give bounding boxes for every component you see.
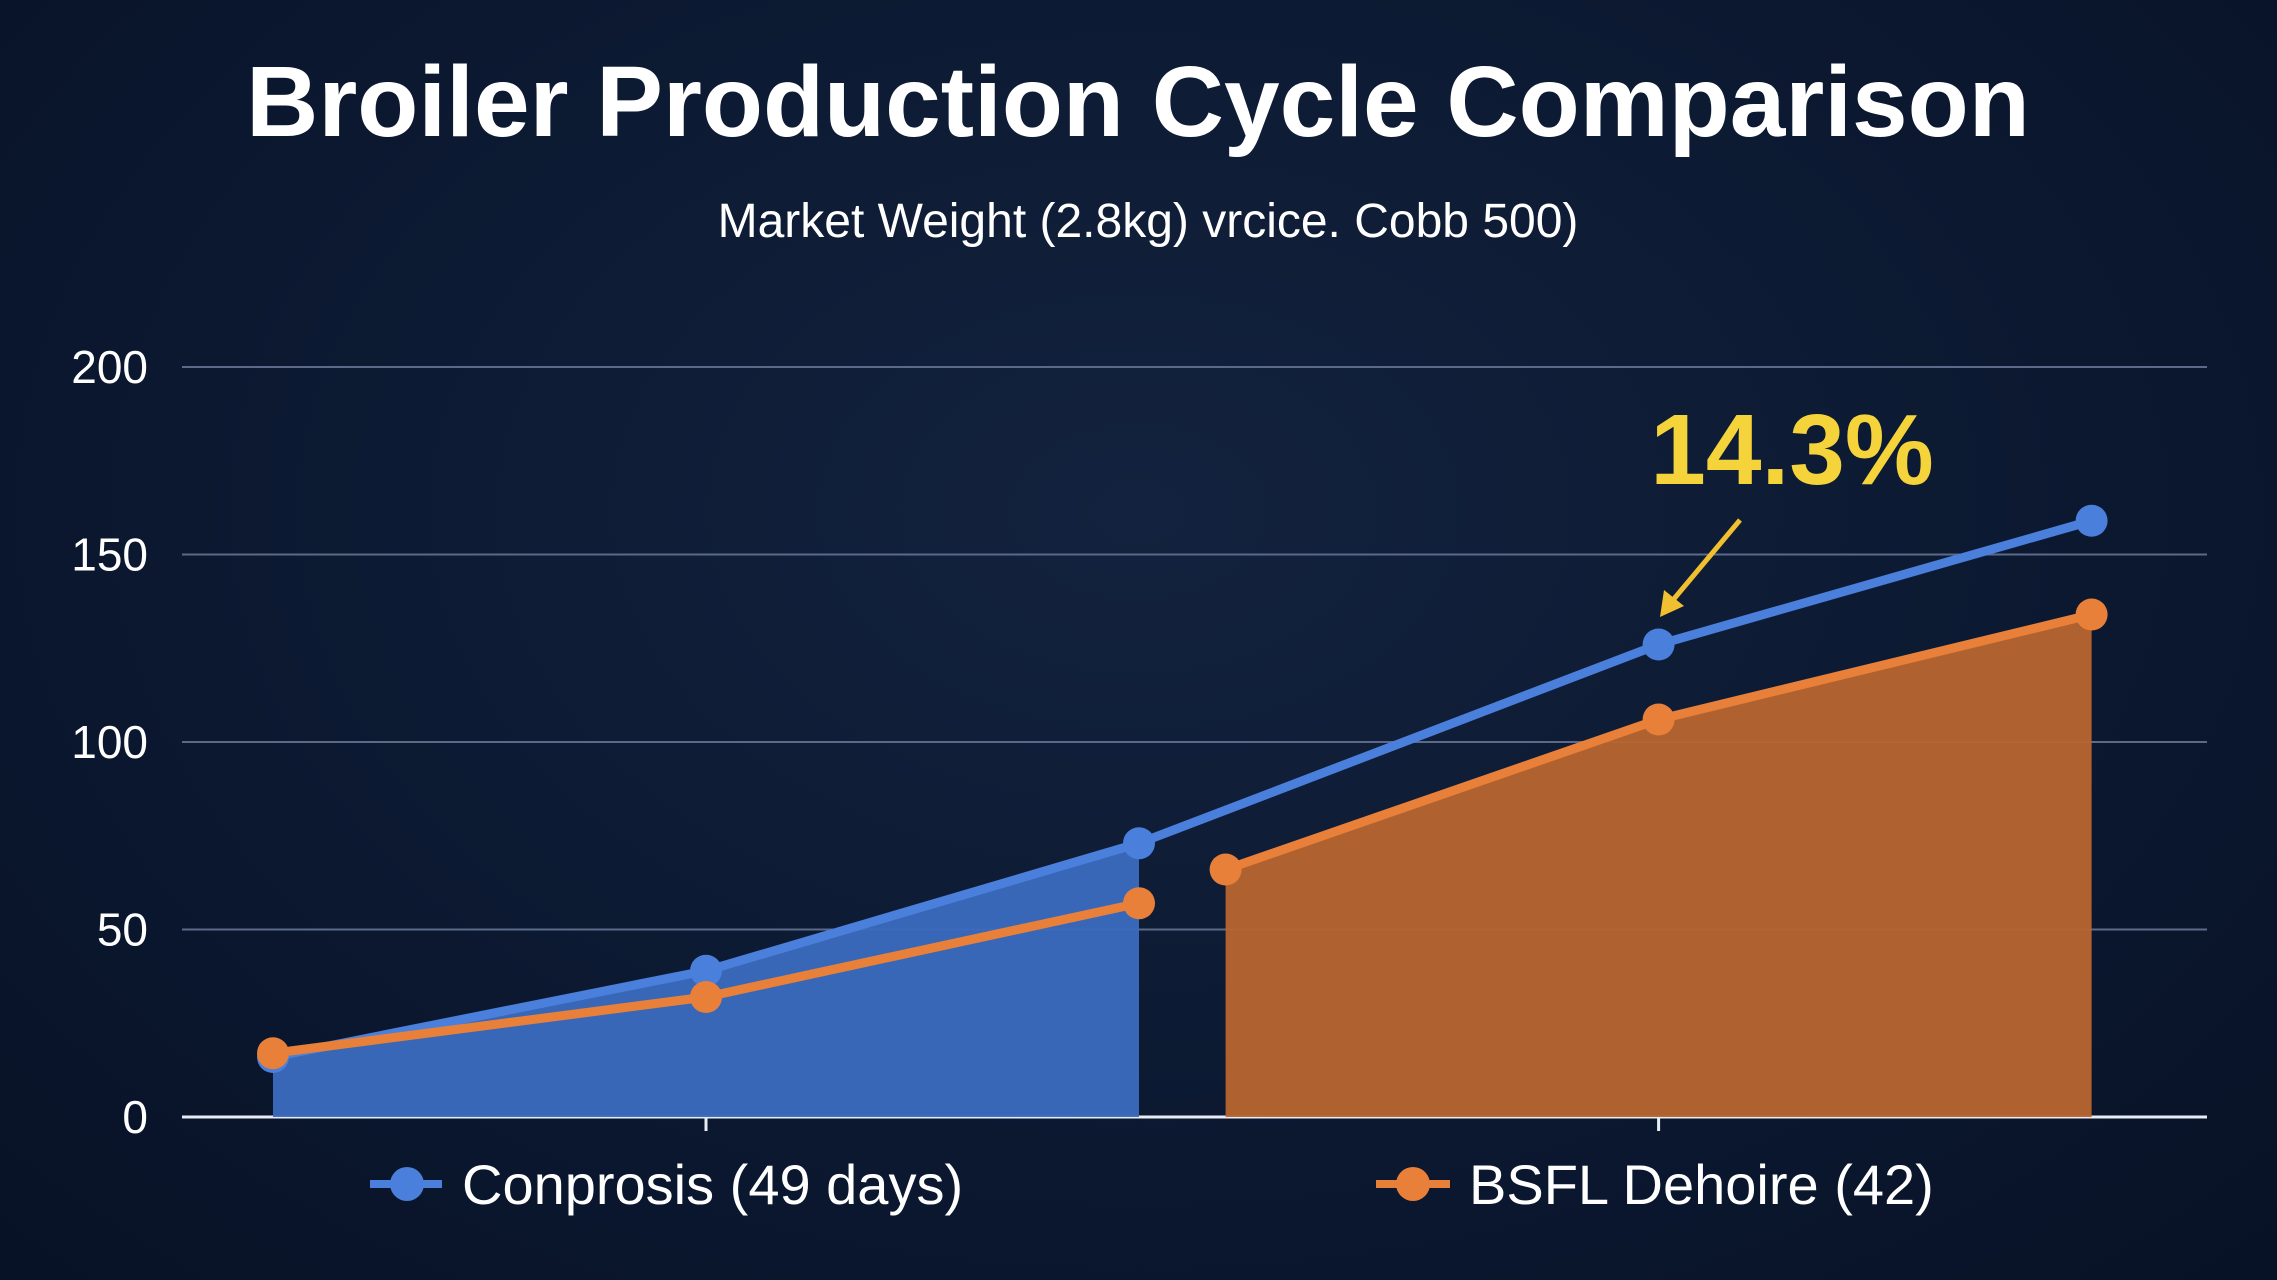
areas (273, 614, 2092, 1117)
area-series-1 (1225, 614, 2092, 1117)
chart-subtitle: Market Weight (2.8kg) vrcice. Cobb 500) (718, 195, 1579, 248)
chart-title: Broiler Production Cycle Comparison (246, 46, 2030, 158)
point-series-0 (690, 954, 722, 987)
point-series-1 (690, 981, 722, 1013)
y-tick-label: 50 (97, 904, 148, 956)
legend-marker-orange (1396, 1167, 1430, 1201)
point-series-0 (2075, 504, 2108, 537)
annotation-arrowhead (1660, 590, 1684, 617)
points (257, 504, 2108, 1073)
annotation: 14.3% (1650, 394, 1934, 617)
annotation-arrow (1666, 518, 1742, 608)
point-series-0 (1123, 827, 1155, 860)
point-series-1 (1642, 703, 1675, 736)
y-tick-label: 200 (71, 341, 148, 393)
y-tick-label: 0 (122, 1091, 148, 1143)
y-tick-label: 100 (71, 716, 148, 768)
y-tick-label: 150 (71, 529, 148, 581)
point-series-1 (257, 1037, 289, 1070)
legend-label-0: Conprosis (49 days) (462, 1153, 963, 1216)
point-series-1 (2075, 598, 2108, 631)
annotation-label: 14.3% (1650, 394, 1934, 506)
legend-marker-blue (390, 1167, 424, 1201)
legend-label-1: BSFL Dehoire (42) (1469, 1153, 1934, 1216)
legend: Conprosis (49 days) BSFL Dehoire (42) (370, 1153, 1934, 1216)
point-series-1 (1209, 853, 1242, 886)
grid: 0 50 100 150 200 (71, 341, 2207, 1143)
point-series-1 (1123, 887, 1155, 920)
point-series-0 (1642, 628, 1675, 661)
